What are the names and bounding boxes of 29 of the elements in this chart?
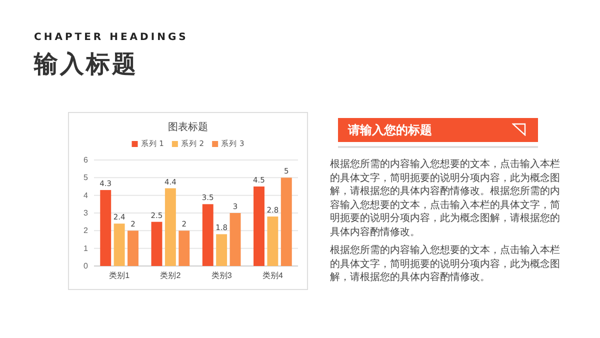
bar <box>164 188 176 266</box>
bar <box>280 178 292 266</box>
y-tick-label: 3 <box>84 208 89 218</box>
x-tick-label: 类别3 <box>211 270 232 280</box>
bar <box>178 230 190 266</box>
x-tick-label: 类别1 <box>109 270 130 280</box>
y-tick-label: 5 <box>84 173 89 182</box>
x-tick-label: 类别2 <box>160 270 182 280</box>
y-tick-label: 1 <box>84 244 89 253</box>
bar <box>114 224 125 266</box>
y-tick-label: 0 <box>84 262 89 271</box>
text: 根据您所需的内容输入您想要的文本，点击输入本栏的具体文字，简明扼要的说明分项内容，此为概念图解，请根据您的具体内容酌情修改。 <box>330 244 561 284</box>
text: 请输入您的标题 <box>348 122 432 139</box>
bar <box>216 234 228 266</box>
bar <box>267 216 278 266</box>
y-tick-label: 2 <box>84 226 89 236</box>
y-tick-label: 6 <box>84 156 89 165</box>
bar <box>254 186 264 266</box>
text: CHAPTER HEADINGS <box>34 32 188 43</box>
bar <box>202 204 214 266</box>
bar <box>128 230 138 266</box>
chart-title: 图表标题 <box>168 121 208 133</box>
x-tick-label: 类别4 <box>262 270 284 280</box>
bar <box>100 190 112 266</box>
bar <box>230 213 241 266</box>
y-tick-label: 4 <box>84 190 89 200</box>
text: 输入标题 <box>34 49 138 80</box>
bar <box>151 222 162 266</box>
text: 根据您所需的内容输入您想要的文本，点击输入本栏的具体文字，简明扼要的说明分项内容，此为概念图解，请根据您的具体内容酌情修改。根据您所需的内容输入您想要的文本，点击输入本栏的具体文字，简明扼要的说明分项内容，此为概念图解，请根据您的具体内容酌情修改。 <box>330 158 561 239</box>
